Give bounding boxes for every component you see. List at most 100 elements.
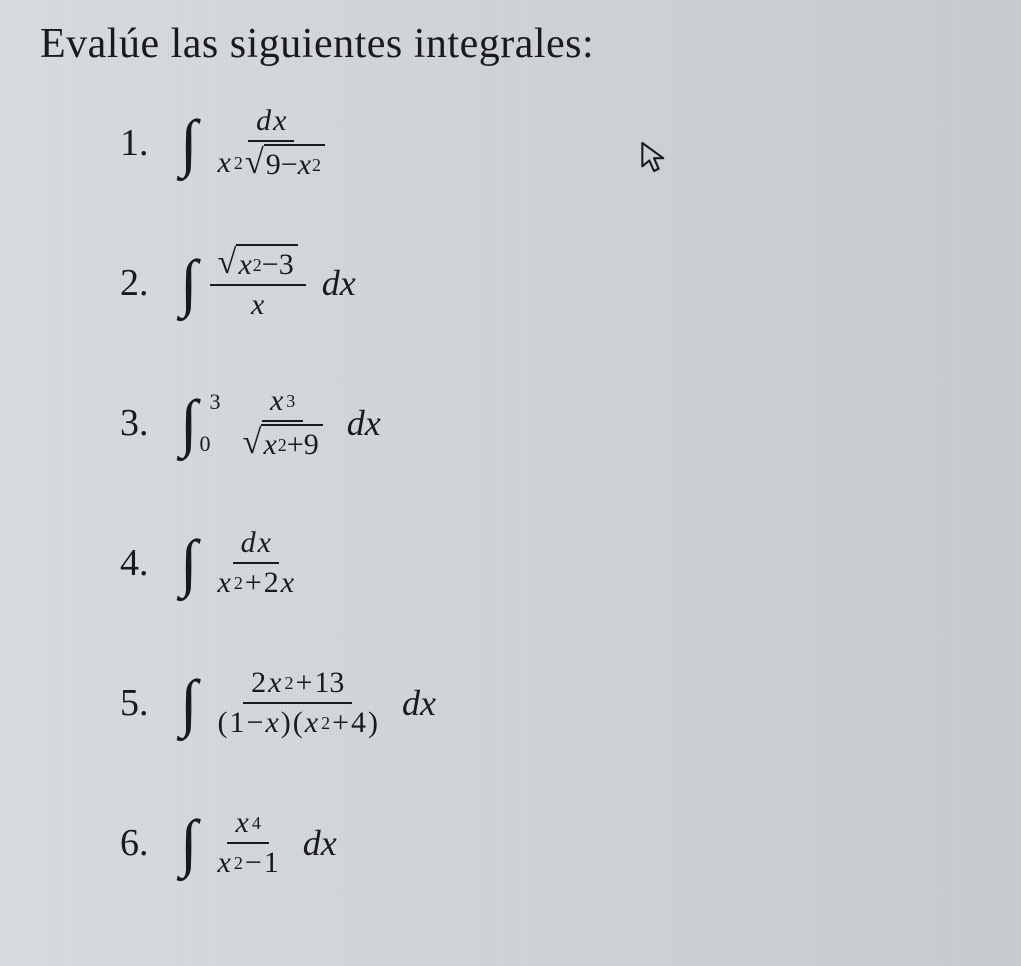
math-superscript: 2 [253,255,262,276]
math-text: − [281,148,298,182]
integral-icon: ∫ [180,537,198,588]
math-superscript: 2 [312,155,321,176]
math-text: + [332,706,349,740]
fraction-denominator: x2+2x [210,564,303,602]
math-superscript: 4 [252,813,261,834]
fraction-numerator: √x2−3 [210,242,306,286]
integral-icon: ∫ [180,397,198,448]
math-fraction: dxx2√9−x2 [210,102,334,184]
fraction-numerator: dx [248,102,294,142]
math-fraction: 2x2+13(1−x)(x2+4) [210,664,387,742]
math-var: x [298,148,311,182]
problem-item: 1.∫dxx2√9−x2 [120,98,981,188]
math-paren: ) [281,706,291,740]
math-var: x [218,846,231,880]
problem-list: 1.∫dxx2√9−x22.∫√x2−3xdx3.∫30x3√x2+9dx4.∫… [40,98,981,888]
math-radicand: 9−x2 [264,144,325,182]
math-var: x [251,288,264,322]
integral-icon: ∫ [180,817,198,868]
math-var: d [256,104,271,138]
math-paren: ( [218,706,228,740]
math-var: x [218,146,231,180]
math-text: + [295,666,312,700]
math-dx: dx [303,822,337,864]
math-paren: ) [368,706,378,740]
problem-item: 2.∫ √x2−3 x dx [120,238,981,328]
math-sqrt: √9−x2 [245,144,325,182]
math-text: 1 [264,846,279,880]
math-radicand: x2+9 [261,424,322,462]
problem-number: 5. [120,681,180,725]
math-superscript: 2 [321,713,330,734]
math-var: x [235,806,248,840]
math-text: 1 [230,706,245,740]
math-dx: dx [322,262,356,304]
fraction-numerator: x4 [227,804,268,844]
math-var: x [268,666,281,700]
problem-math: ∫ √x2−3 x dx [180,242,356,324]
problem-number: 3. [120,401,180,445]
math-sqrt: √x2+9 [243,424,323,462]
math-var: x [273,104,286,138]
radical-icon: √ [243,427,262,465]
problem-math: ∫30x3√x2+9dx [180,382,381,464]
radical-icon: √ [245,147,264,185]
radical-icon: √ [218,247,237,285]
math-text: − [262,248,279,282]
math-text: − [247,706,264,740]
integral-upper-bound: 3 [200,391,221,413]
problem-number: 4. [120,541,180,585]
math-text: 2 [251,666,266,700]
math-var: d [241,526,256,560]
math-fraction: x3√x2+9 [235,382,331,464]
problem-number: 2. [120,261,180,305]
math-text: 4 [351,706,366,740]
math-superscript: 2 [234,153,243,174]
problem-item: 5.∫2x2+13(1−x)(x2+4)dx [120,658,981,748]
math-var: x [270,384,283,418]
fraction-denominator: √x2+9 [235,422,331,464]
math-var: x [265,706,278,740]
problem-math: ∫dxx2√9−x2 [180,102,337,184]
math-var: x [263,428,276,462]
fraction-denominator: x2−1 [210,844,287,882]
math-text: 9 [304,428,319,462]
fraction-denominator: (1−x)(x2+4) [210,704,387,742]
math-text: 13 [314,666,344,700]
fraction-denominator: x2√9−x2 [210,142,334,184]
problem-number: 1. [120,121,180,165]
math-var: x [281,566,294,600]
math-var: x [258,526,271,560]
page-title: Evalúe las siguientes integrales: [40,20,981,68]
math-superscript: 3 [286,391,295,412]
problem-item: 4.∫dxx2+2x [120,518,981,608]
math-superscript: 2 [278,435,287,456]
math-text: 2 [264,566,279,600]
math-text: 3 [279,248,294,282]
problem-item: 6.∫x4x2−1dx [120,798,981,888]
problem-number: 6. [120,821,180,865]
math-superscript: 2 [234,573,243,594]
math-radicand: x2−3 [236,244,297,282]
math-text: + [287,428,304,462]
problem-math: ∫dxx2+2x [180,524,306,602]
math-fraction: dxx2+2x [210,524,303,602]
math-dx: dx [347,402,381,444]
fraction-numerator: 2x2+13 [243,664,352,704]
math-fraction: √x2−3 x [210,242,306,324]
integral-icon: ∫ [180,677,198,728]
fraction-denominator: x [243,286,272,324]
integral-icon: ∫ [180,257,198,308]
math-dx: dx [402,682,436,724]
math-superscript: 2 [284,673,293,694]
math-text: − [245,846,262,880]
math-sqrt: √x2−3 [218,244,298,282]
math-paren: ( [293,706,303,740]
integral-lower-bound: 0 [200,433,211,455]
math-text: 9 [266,148,281,182]
math-fraction: x4x2−1 [210,804,287,882]
problem-math: ∫x4x2−1dx [180,804,337,882]
fraction-numerator: x3 [262,382,303,422]
fraction-numerator: dx [233,524,279,564]
math-var: x [218,566,231,600]
